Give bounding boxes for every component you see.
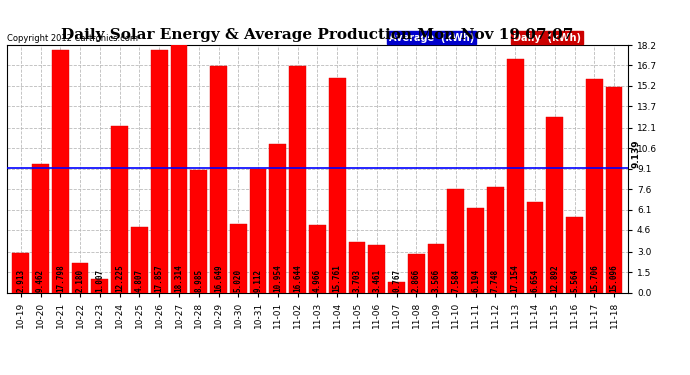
Bar	[269, 144, 286, 292]
Bar	[447, 189, 464, 292]
Bar	[210, 66, 227, 292]
Text: Daily  (kWh): Daily (kWh)	[513, 33, 581, 42]
Text: 7.748: 7.748	[491, 269, 500, 292]
Text: 17.154: 17.154	[511, 264, 520, 292]
Text: 2.866: 2.866	[412, 269, 421, 292]
Title: Daily Solar Energy & Average Production Mon Nov 19 07:07: Daily Solar Energy & Average Production …	[61, 28, 573, 42]
Bar	[289, 66, 306, 292]
Bar	[467, 208, 484, 292]
Text: 10.954: 10.954	[273, 264, 282, 292]
Text: 15.761: 15.761	[333, 264, 342, 292]
Bar	[32, 164, 49, 292]
Text: 8.985: 8.985	[195, 269, 204, 292]
Text: 2.913: 2.913	[17, 269, 26, 292]
Bar	[131, 227, 148, 292]
Bar	[190, 170, 207, 292]
Text: 17.798: 17.798	[56, 264, 65, 292]
Text: Average  (kWh): Average (kWh)	[389, 33, 474, 42]
Text: 9.139: 9.139	[0, 140, 1, 168]
Bar	[92, 279, 108, 292]
Text: 4.807: 4.807	[135, 269, 144, 292]
Text: 3.461: 3.461	[372, 269, 382, 292]
Bar	[309, 225, 326, 292]
Text: 6.194: 6.194	[471, 269, 480, 292]
Text: 16.649: 16.649	[214, 264, 223, 292]
Bar	[250, 169, 266, 292]
Text: 12.225: 12.225	[115, 264, 124, 292]
Text: 3.566: 3.566	[431, 269, 440, 292]
Text: 15.096: 15.096	[609, 264, 618, 292]
Text: 6.654: 6.654	[531, 269, 540, 292]
Text: 2.180: 2.180	[76, 269, 85, 292]
Bar	[606, 87, 622, 292]
Bar	[546, 117, 563, 292]
Bar	[170, 44, 188, 292]
Bar	[12, 253, 29, 292]
Bar	[230, 224, 247, 292]
Text: 18.314: 18.314	[175, 264, 184, 292]
Text: 9.462: 9.462	[36, 269, 45, 292]
Text: 5.564: 5.564	[570, 269, 579, 292]
Bar	[111, 126, 128, 292]
Text: 12.892: 12.892	[550, 264, 559, 292]
Bar	[368, 245, 385, 292]
Bar	[566, 217, 583, 292]
Bar	[151, 50, 168, 292]
Text: 1.007: 1.007	[95, 269, 104, 292]
Bar	[72, 263, 88, 292]
Bar	[506, 59, 524, 292]
Bar	[52, 51, 69, 292]
Text: 17.857: 17.857	[155, 264, 164, 292]
Bar	[408, 254, 424, 292]
Text: 4.966: 4.966	[313, 269, 322, 292]
Text: 0.767: 0.767	[392, 269, 401, 292]
Bar	[328, 78, 346, 292]
Bar	[348, 242, 366, 292]
Bar	[586, 79, 602, 292]
Text: 15.706: 15.706	[590, 264, 599, 292]
Text: 7.584: 7.584	[451, 269, 460, 292]
Text: Copyright 2012 Cartronics.com: Copyright 2012 Cartronics.com	[7, 33, 138, 42]
Text: 5.020: 5.020	[234, 269, 243, 292]
Bar	[388, 282, 405, 292]
Text: 9.112: 9.112	[253, 269, 263, 292]
Text: 16.644: 16.644	[293, 264, 302, 292]
Bar	[428, 244, 444, 292]
Bar	[487, 187, 504, 292]
Text: 3.703: 3.703	[353, 269, 362, 292]
Bar	[526, 202, 543, 292]
Text: 9.139: 9.139	[631, 140, 640, 168]
